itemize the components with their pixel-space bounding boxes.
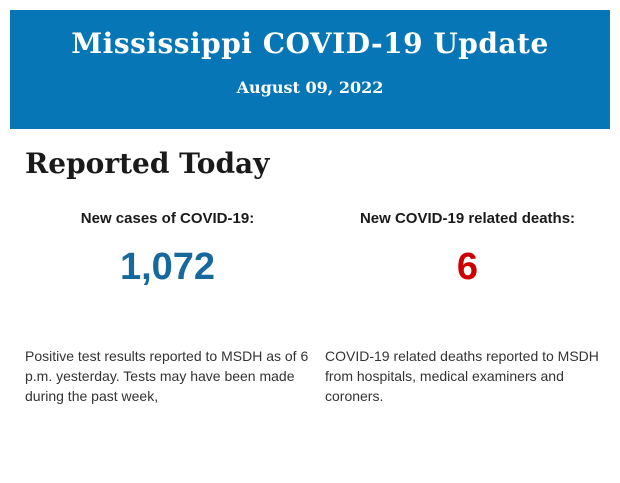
stat-column-new-cases: New cases of COVID-19: 1,072 Positive te… bbox=[25, 210, 310, 406]
new-deaths-label: New COVID-19 related deaths: bbox=[359, 210, 576, 227]
new-cases-label: New cases of COVID-19: bbox=[80, 210, 255, 227]
new-cases-description: Positive test results reported to MSDH a… bbox=[25, 348, 309, 404]
stats-grid: New cases of COVID-19: 1,072 Positive te… bbox=[25, 210, 610, 406]
newsletter-date: August 09, 2022 bbox=[236, 78, 384, 97]
newsletter-title: Mississippi COVID-19 Update bbox=[71, 27, 549, 60]
stat-column-new-deaths: New COVID-19 related deaths: 6 COVID-19 … bbox=[325, 210, 610, 406]
new-cases-value: 1,072 bbox=[119, 246, 216, 288]
new-deaths-description: COVID-19 related deaths reported to MSDH… bbox=[325, 348, 599, 404]
header-banner: Mississippi COVID-19 Update August 09, 2… bbox=[10, 10, 610, 129]
section-heading: Reported Today bbox=[25, 147, 270, 180]
new-deaths-value: 6 bbox=[456, 246, 479, 288]
